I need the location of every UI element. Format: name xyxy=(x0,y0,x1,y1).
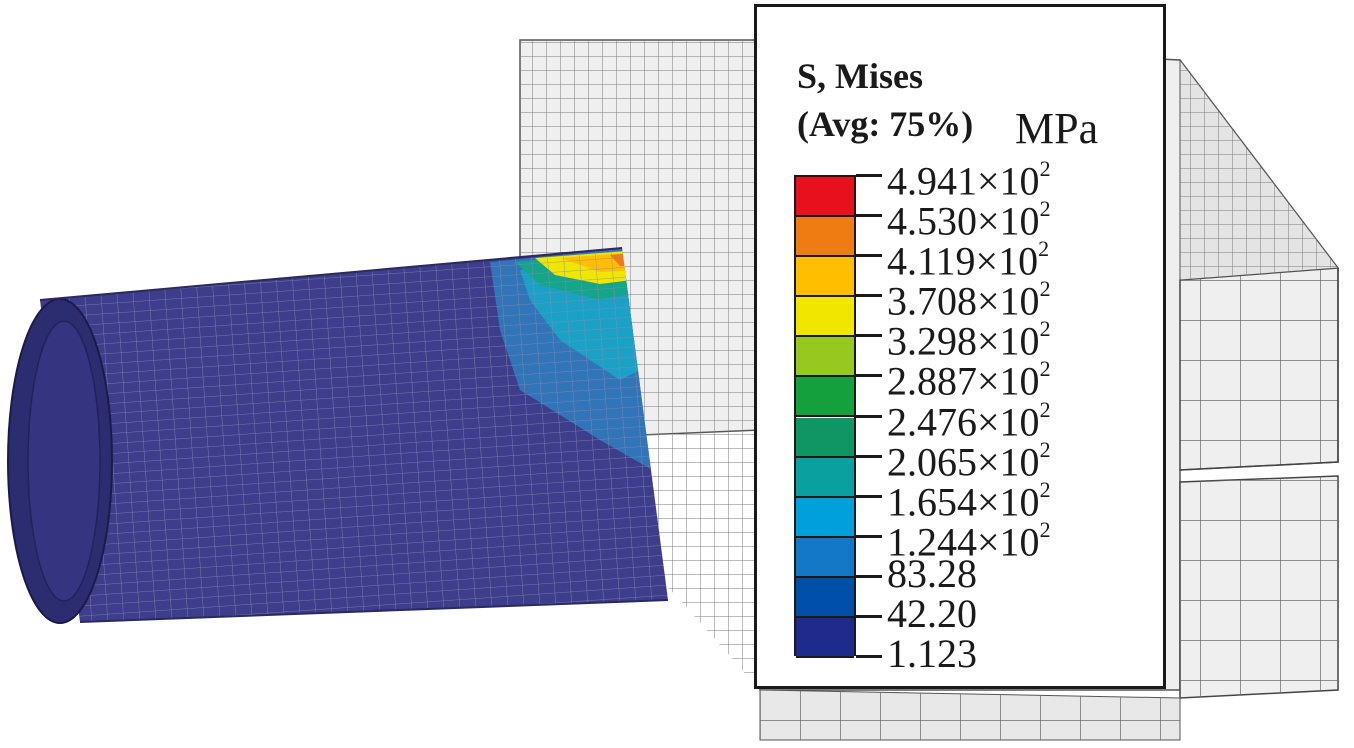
steel-pipe xyxy=(7,247,669,624)
scale-tick-label: 1.244×102 xyxy=(887,516,1051,565)
scale-tick-label: 3.708×102 xyxy=(887,276,1051,324)
scale-swatch xyxy=(796,617,854,658)
scale-swatch xyxy=(796,537,854,578)
scale-swatch xyxy=(796,337,854,378)
color-scale-bar xyxy=(794,175,856,658)
scale-tick-mark xyxy=(856,254,882,258)
scale-swatch xyxy=(796,217,854,258)
scale-swatch xyxy=(796,457,854,498)
scale-swatch xyxy=(796,297,854,338)
legend-panel: S, Mises (Avg: 75%) MPa 4.941×102 4.530×1… xyxy=(754,4,1166,689)
scale-tick-label: 3.298×102 xyxy=(887,316,1051,364)
scale-tick-mark xyxy=(856,334,882,338)
scale-tick-label: 83.28 xyxy=(887,550,977,596)
scale-tick-mark xyxy=(856,574,882,578)
legend-unit: MPa xyxy=(1015,104,1099,153)
scale-tick-mark xyxy=(856,374,882,378)
scale-tick-mark xyxy=(856,214,882,218)
scale-tick-mark xyxy=(856,454,882,458)
scale-swatch xyxy=(796,577,854,618)
scale-swatch xyxy=(796,417,854,458)
scale-tick-label: 1.123 xyxy=(887,631,977,676)
scale-tick-mark xyxy=(856,534,882,538)
scale-tick-label: 42.20 xyxy=(887,590,977,636)
legend-subtitle: (Avg: 75%) xyxy=(797,104,974,144)
scale-tick-mark xyxy=(856,614,882,618)
scale-tick-mark xyxy=(856,655,882,658)
scale-swatch xyxy=(796,377,854,418)
scale-tick-label: 4.530×102 xyxy=(887,196,1051,244)
scale-tick-mark xyxy=(856,294,882,298)
scale-tick-label: 4.941×102 xyxy=(887,156,1051,204)
scale-tick-mark xyxy=(856,494,882,498)
scale-tick-label: 2.065×102 xyxy=(887,436,1051,484)
scale-swatch xyxy=(796,497,854,538)
scale-tick-mark xyxy=(856,174,882,177)
scale-tick-mark xyxy=(856,414,882,418)
scale-tick-label: 2.887×102 xyxy=(887,356,1051,404)
legend-title: S, Mises xyxy=(797,56,923,96)
scale-swatch xyxy=(796,177,854,218)
scale-tick-label: 2.476×102 xyxy=(887,396,1051,444)
scale-tick-label: 1.654×102 xyxy=(887,476,1051,524)
scale-tick-label: 4.119×102 xyxy=(887,236,1050,284)
scale-swatch xyxy=(796,257,854,298)
